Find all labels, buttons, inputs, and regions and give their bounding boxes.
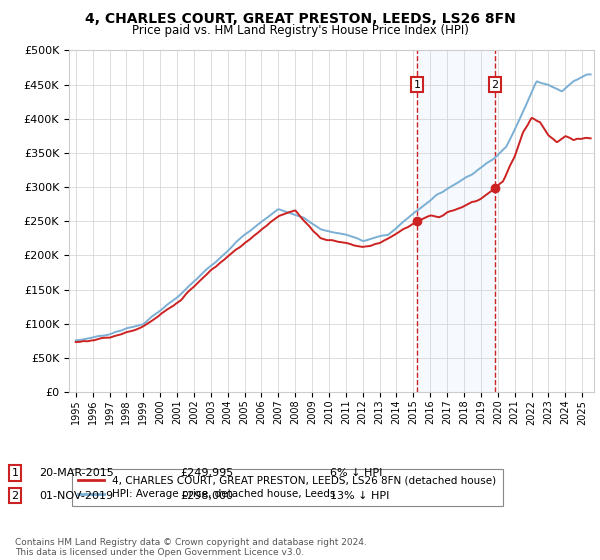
Bar xyxy=(417,50,495,392)
Text: 20-MAR-2015: 20-MAR-2015 xyxy=(39,468,114,478)
Text: 01-NOV-2019: 01-NOV-2019 xyxy=(39,491,113,501)
Text: 13% ↓ HPI: 13% ↓ HPI xyxy=(330,491,389,501)
Text: 2: 2 xyxy=(491,80,499,90)
Text: 1: 1 xyxy=(11,468,19,478)
Text: 6% ↓ HPI: 6% ↓ HPI xyxy=(330,468,382,478)
Text: £298,000: £298,000 xyxy=(180,491,233,501)
Text: 2: 2 xyxy=(11,491,19,501)
Text: Contains HM Land Registry data © Crown copyright and database right 2024.
This d: Contains HM Land Registry data © Crown c… xyxy=(15,538,367,557)
Text: 1: 1 xyxy=(413,80,421,90)
Text: Price paid vs. HM Land Registry's House Price Index (HPI): Price paid vs. HM Land Registry's House … xyxy=(131,24,469,36)
Text: £249,995: £249,995 xyxy=(180,468,233,478)
Text: 4, CHARLES COURT, GREAT PRESTON, LEEDS, LS26 8FN: 4, CHARLES COURT, GREAT PRESTON, LEEDS, … xyxy=(85,12,515,26)
Legend: 4, CHARLES COURT, GREAT PRESTON, LEEDS, LS26 8FN (detached house), HPI: Average : 4, CHARLES COURT, GREAT PRESTON, LEEDS, … xyxy=(71,469,503,506)
